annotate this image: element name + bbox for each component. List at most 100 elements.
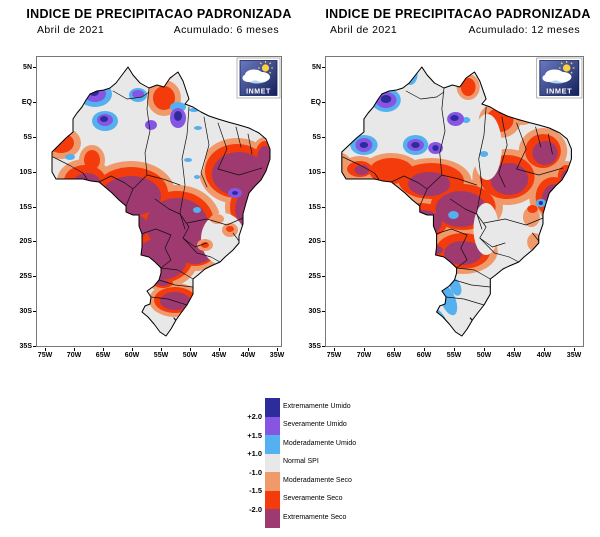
tick-label: 30S <box>308 308 321 316</box>
legend-color-cell-exwet <box>265 398 280 417</box>
map-title-6m: INDICE DE PRECIPITACAO PADRONIZADA <box>26 7 292 21</box>
lon-tick: 70W <box>63 348 85 359</box>
map-subtitle-6m: Abril de 2021 Acumulado: 6 meses <box>37 24 279 36</box>
tick-mark <box>276 348 278 351</box>
tick-label: 55W <box>153 352 169 359</box>
lat-tick: EQ <box>22 98 37 107</box>
tick-mark <box>322 311 326 313</box>
lat-tick: 20S <box>309 237 326 246</box>
legend-category-label: Extremamente Seco <box>283 513 347 521</box>
legend-threshold-tick: -1.5 <box>249 486 262 495</box>
legend-threshold-tick: +2.0 <box>247 412 262 421</box>
cloud-icon <box>242 69 270 84</box>
tick-label: 5S <box>23 133 32 141</box>
tick-label: 45W <box>211 352 227 359</box>
tick-label: 5N <box>23 64 32 71</box>
lon-tick: 50W <box>473 348 495 359</box>
period-label: Abril de 2021 <box>37 24 105 36</box>
tick-mark <box>322 171 326 173</box>
tick-label: 35W <box>566 352 582 359</box>
tick-label: 25S <box>19 273 32 281</box>
legend-category-label: Normal SPI <box>283 458 319 465</box>
tick-mark <box>33 67 37 68</box>
lat-tick: 5S <box>23 133 37 142</box>
legend-color-cell-moddry <box>265 472 280 491</box>
tick-label: 35W <box>269 352 285 359</box>
tick-label: 50W <box>182 352 198 359</box>
lat-tick: 5N <box>312 63 326 72</box>
tick-mark <box>483 348 485 351</box>
tick-mark <box>423 348 425 351</box>
lat-tick: 30S <box>309 307 326 316</box>
lat-tick: 10S <box>20 168 37 177</box>
tick-label: 55W <box>446 352 462 359</box>
legend-color-cell-modwet <box>265 435 280 454</box>
tick-mark <box>189 348 191 351</box>
lon-tick: 50W <box>179 348 201 359</box>
tick-label: 70W <box>66 352 82 359</box>
lon-tick: 55W <box>150 348 172 359</box>
tick-label: 45W <box>506 352 522 359</box>
tick-mark <box>247 348 249 351</box>
lat-tick: 25S <box>309 272 326 281</box>
legend-color-cell-exdry <box>265 509 280 528</box>
tick-mark <box>322 346 326 347</box>
spi-field-6m <box>52 67 270 329</box>
tick-label: 20S <box>308 238 321 246</box>
accumulation-label: Acumulado: 6 meses <box>173 24 279 36</box>
latitude-axis-6m: 5N EQ 5S 10S 15S 20S 25S 30S 35S <box>8 63 37 351</box>
lat-tick: 25S <box>20 272 37 281</box>
lon-tick: 40W <box>237 348 259 359</box>
lon-tick: 55W <box>443 348 465 359</box>
tick-mark <box>322 136 326 138</box>
tick-mark <box>393 348 395 351</box>
lat-tick: 15S <box>20 203 37 212</box>
legend-threshold-tick: -2.0 <box>249 504 262 514</box>
tick-mark <box>322 67 326 68</box>
tick-label: 10S <box>19 168 32 176</box>
brazil-spi-map-6m: INMET <box>51 57 281 337</box>
lat-tick: 35S <box>20 342 37 351</box>
tick-label: 20S <box>19 238 32 246</box>
tick-label: EQ <box>310 98 321 106</box>
tick-label: 50W <box>476 352 492 359</box>
legend-threshold-tick: +1.5 <box>247 430 262 440</box>
dry-spot-blobs <box>197 214 238 251</box>
lat-tick: 10S <box>309 168 326 177</box>
legend-threshold-tick: -1.0 <box>249 467 262 477</box>
tick-mark <box>513 348 515 351</box>
lon-tick: 35W <box>266 348 288 359</box>
tick-mark <box>33 346 37 347</box>
tick-label: 25S <box>308 273 321 281</box>
tick-mark <box>363 348 365 351</box>
tick-mark <box>102 348 104 351</box>
tick-mark <box>33 206 37 208</box>
lon-tick: 60W <box>121 348 143 359</box>
brazil-spi-map-12m: INMET <box>341 57 583 337</box>
lat-tick: 20S <box>20 237 37 246</box>
tick-label: 60W <box>416 352 432 359</box>
longitude-axis-6m: 75W 70W 65W 60W 55W 50W 45W 40W 35W <box>34 348 288 359</box>
state-borders <box>342 87 564 329</box>
tick-label: 5S <box>312 133 321 141</box>
state-borders <box>52 87 263 329</box>
tick-mark <box>333 348 335 351</box>
tick-mark <box>573 348 575 351</box>
tick-label: 5N <box>312 64 321 71</box>
legend-category-label: Moderadamente Umido <box>283 439 357 447</box>
tick-mark <box>131 348 133 351</box>
lon-tick: 45W <box>208 348 230 359</box>
map-frame-12m: INMET <box>325 56 584 347</box>
lon-tick: 60W <box>413 348 435 359</box>
lat-tick: 15S <box>309 203 326 212</box>
lat-tick: 35S <box>309 342 326 351</box>
map-title-12m: INDICE DE PRECIPITACAO PADRONIZADA <box>325 7 591 21</box>
latitude-axis-12m: 5N EQ 5S 10S 15S 20S 25S 30S 35S <box>297 63 326 351</box>
lon-tick: 65W <box>383 348 405 359</box>
tick-label: 15S <box>19 203 32 211</box>
cloud-icon <box>542 69 572 84</box>
tick-mark <box>322 206 326 208</box>
lon-tick: 70W <box>353 348 375 359</box>
inmet-logo-text: INMET <box>246 89 271 96</box>
